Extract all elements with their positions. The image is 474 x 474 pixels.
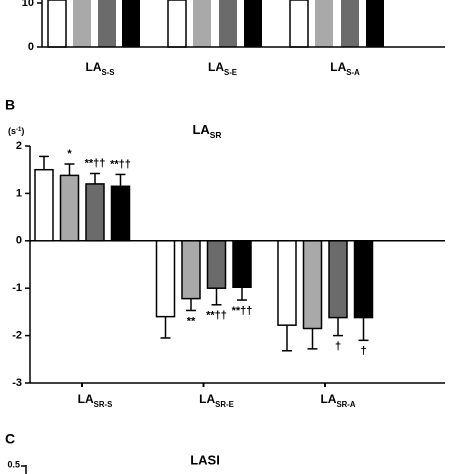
bar <box>110 185 131 242</box>
annotation: * <box>67 148 72 160</box>
bar <box>98 0 116 47</box>
annotation: † <box>335 341 341 353</box>
x-tick-label-sub: SR-S <box>94 400 113 409</box>
x-tick-label-sub: S-A <box>346 68 360 77</box>
y-tick-label: 0 <box>28 41 34 53</box>
y-tick-label: -3 <box>12 377 22 389</box>
bar <box>341 0 359 47</box>
x-tick-label-main: LA <box>208 60 224 74</box>
bar <box>193 0 211 47</box>
y-tick-label: 2 <box>16 140 22 152</box>
bar <box>328 240 348 319</box>
x-tick-label: LAS-E <box>208 60 237 76</box>
bar <box>302 240 323 330</box>
x-tick-label-sub: S-E <box>224 68 237 77</box>
bar <box>353 240 374 319</box>
x-tick-label-main: LA <box>78 392 94 406</box>
annotation: **†† <box>206 310 227 322</box>
bar <box>155 240 176 318</box>
y-tick-label: 0 <box>16 235 22 247</box>
bar <box>315 0 333 47</box>
bar <box>206 240 227 289</box>
x-tick-label: LASR-S <box>78 392 113 408</box>
bar <box>59 174 80 242</box>
y-unit: (s-1) <box>8 126 24 136</box>
x-tick-label-main: LA <box>330 60 346 74</box>
x-tick-label-main: LA <box>86 60 102 74</box>
x-tick-label: LAS-S <box>86 60 115 76</box>
panel-a-bars <box>47 0 384 48</box>
annotation: **†† <box>110 158 131 170</box>
y-tick-label: 0.5 <box>7 459 20 469</box>
bar <box>244 0 262 47</box>
annotation: ** <box>187 315 196 327</box>
y-tick-label: 10 <box>22 0 34 9</box>
panel-label: B <box>5 97 15 113</box>
chart-title: LASI <box>190 452 220 467</box>
panel-label: C <box>5 431 15 447</box>
annotation: **†† <box>232 305 253 317</box>
chart-title-sub: SR <box>210 130 222 140</box>
y-unit-main: (s <box>8 126 16 136</box>
bar <box>167 0 187 48</box>
x-tick-label-main: LA <box>199 392 215 406</box>
x-tick-label-sub: S-S <box>102 68 115 77</box>
bar <box>34 168 54 242</box>
x-tick-label: LAS-A <box>330 60 360 76</box>
bar <box>289 0 309 48</box>
chart-title-main: LA <box>192 122 210 137</box>
bar <box>277 240 297 326</box>
y-unit-sup: -1 <box>16 127 22 133</box>
y-unit-close: ) <box>21 126 24 136</box>
x-tick-label-main: LA <box>320 392 336 406</box>
bar <box>181 240 201 300</box>
annotation: † <box>360 345 366 357</box>
bar <box>232 240 252 289</box>
bar <box>85 183 105 242</box>
bar <box>219 0 237 47</box>
chart-title: LASR <box>192 122 221 140</box>
annotation: **†† <box>85 157 106 169</box>
y-tick-label: -1 <box>12 282 22 294</box>
x-tick-label-sub: SR-E <box>215 400 234 409</box>
x-tick-label-sub: SR-A <box>336 400 355 409</box>
bar <box>73 0 91 47</box>
bar <box>122 0 140 47</box>
x-tick-label: LASR-A <box>320 392 355 408</box>
y-tick-label: -2 <box>12 330 22 342</box>
x-tick-label: LASR-E <box>199 392 234 408</box>
y-tick-label: 1 <box>16 187 22 199</box>
bar <box>47 0 67 48</box>
bar <box>366 0 384 47</box>
